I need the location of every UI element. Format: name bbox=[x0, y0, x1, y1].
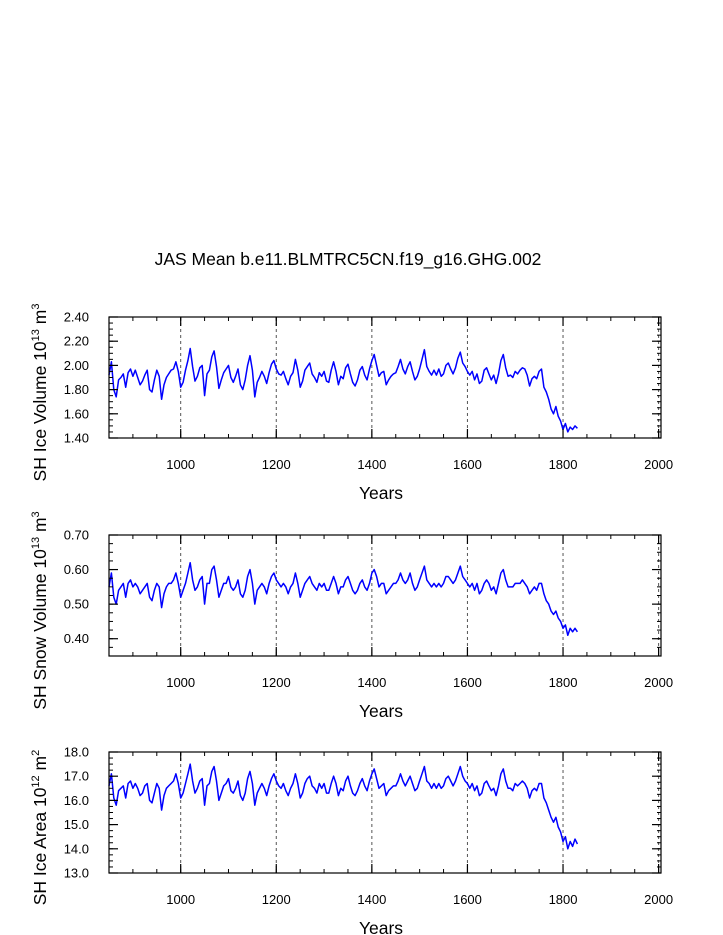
x-tick-label: 1800 bbox=[549, 892, 578, 907]
y-axis-label: SH Ice Area 1012 m2 bbox=[30, 750, 50, 906]
x-axis-label: Years bbox=[359, 918, 403, 935]
x-tick-label: 1400 bbox=[357, 457, 386, 472]
x-tick-label: 1000 bbox=[166, 892, 195, 907]
x-tick-label: 1200 bbox=[262, 457, 291, 472]
y-axis-label: SH Ice Volume 1013 m3 bbox=[30, 304, 50, 482]
y-tick-label: 14.0 bbox=[64, 841, 89, 856]
x-tick-label: 1800 bbox=[549, 457, 578, 472]
figure-title: JAS Mean b.e11.BLMTRC5CN.f19_g16.GHG.002 bbox=[155, 249, 542, 270]
panel-ice-area: 1000 1200 1400 1600 1800 2000 13.0 14.0 15.0 16.0… bbox=[30, 745, 673, 935]
x-tick-label: 1200 bbox=[262, 675, 291, 690]
y-tick-label: 18.0 bbox=[64, 745, 89, 760]
panel-ice-volume: 1000 1200 1400 1600 1800 2000 1.40 1.60 1.80 2.00… bbox=[30, 304, 673, 503]
y-tick-label: 2.40 bbox=[64, 310, 89, 325]
y-tick-label: 1.80 bbox=[64, 382, 89, 397]
y-tick-label: 1.40 bbox=[64, 431, 89, 446]
y-tick-label: 0.40 bbox=[64, 631, 89, 646]
x-tick-label: 1200 bbox=[262, 892, 291, 907]
x-tick-label: 1600 bbox=[453, 675, 482, 690]
panel-snow-volume: 1000 1200 1400 1600 1800 2000 0.40 0.50 0.60 0.70… bbox=[30, 511, 673, 721]
x-tick-label: 1000 bbox=[166, 457, 195, 472]
y-axis-label: SH Snow Volume 1013 m3 bbox=[30, 511, 50, 709]
x-axis-label: Years bbox=[359, 483, 403, 503]
series-line-ice-area bbox=[108, 763, 579, 850]
y-tick-label: 0.70 bbox=[64, 528, 89, 543]
x-tick-label: 2000 bbox=[644, 892, 673, 907]
x-tick-label: 1400 bbox=[357, 892, 386, 907]
y-tick-label: 0.50 bbox=[64, 597, 89, 612]
plot-frame bbox=[108, 534, 662, 657]
y-tick-label: 13.0 bbox=[64, 866, 89, 881]
series-line-snow-volume bbox=[108, 561, 579, 637]
panels: 1000 1200 1400 1600 1800 2000 1.40 1.60 1.80 2.00… bbox=[30, 304, 673, 935]
x-tick-label: 2000 bbox=[644, 675, 673, 690]
y-tick-label: 16.0 bbox=[64, 793, 89, 808]
x-tick-label: 1400 bbox=[357, 675, 386, 690]
y-tick-label: 2.20 bbox=[64, 334, 89, 349]
y-tick-label: 1.60 bbox=[64, 406, 89, 421]
x-tick-label: 2000 bbox=[644, 457, 673, 472]
x-axis-label: Years bbox=[359, 701, 403, 721]
y-tick-label: 17.0 bbox=[64, 769, 89, 784]
x-tick-label: 1600 bbox=[453, 457, 482, 472]
y-tick-label: 0.60 bbox=[64, 562, 89, 577]
y-tick-label: 2.00 bbox=[64, 358, 89, 373]
x-tick-label: 1000 bbox=[166, 675, 195, 690]
x-tick-label: 1600 bbox=[453, 892, 482, 907]
y-tick-label: 15.0 bbox=[64, 817, 89, 832]
x-tick-label: 1800 bbox=[549, 675, 578, 690]
series-line-ice-volume bbox=[108, 347, 578, 433]
